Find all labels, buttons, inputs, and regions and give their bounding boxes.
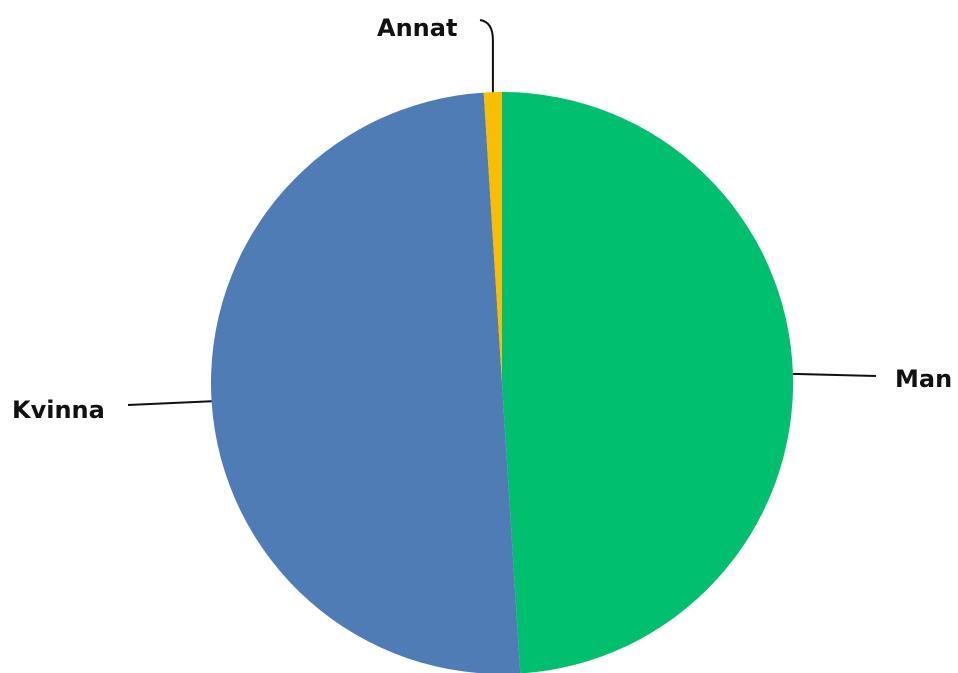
- slice-label-annat: Annat: [377, 14, 457, 42]
- pie-slice-kvinna: [211, 92, 521, 673]
- pie-slice-annat: [483, 91, 502, 383]
- slice-labels: Man Kvinna Annat: [12, 14, 952, 424]
- leader-lines: [127, 19, 877, 406]
- pie-slice-man: [502, 92, 794, 673]
- leader-line-man: [792, 372, 877, 377]
- slice-label-kvinna: Kvinna: [12, 396, 105, 424]
- leader-line-kvinna: [127, 400, 212, 406]
- slice-label-man: Man: [895, 365, 952, 393]
- pie-slices: [211, 91, 794, 673]
- leader-line-annat: [479, 19, 494, 93]
